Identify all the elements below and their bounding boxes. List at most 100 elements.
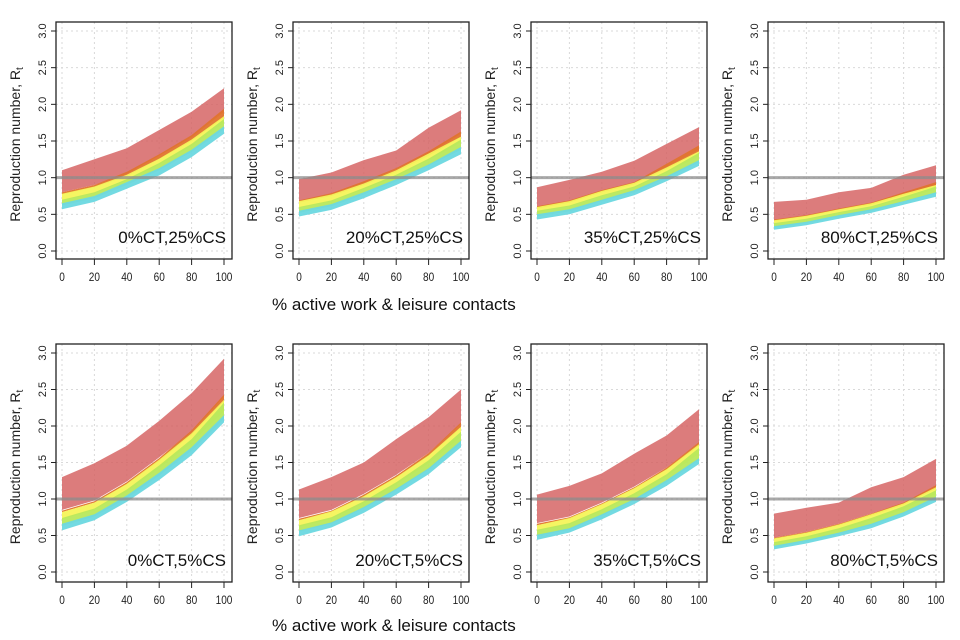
panel-2: 0.0 0.5 1.0 1.5 2.0 2.5 3.0 0 20 40 60 80 100 Reprodu…: [244, 21, 470, 284]
y-tick-label: 0.0: [749, 564, 761, 579]
x-tick-label: 100: [691, 270, 708, 284]
y-tick-label: 2.5: [749, 60, 761, 75]
x-tick-label: 100: [216, 270, 233, 284]
y-tick-label: 1.5: [749, 455, 761, 470]
y-tick-label: 3.0: [274, 345, 286, 360]
x-tick-label: 100: [216, 593, 233, 607]
x-tick-label: 80: [898, 270, 909, 284]
x-tick-label: 60: [629, 593, 640, 607]
x-tick-label: 20: [564, 270, 575, 284]
y-tick-label: 1.0: [512, 170, 524, 185]
x-tick-label: 20: [801, 593, 812, 607]
panel-4: 0.0 0.5 1.0 1.5 2.0 2.5 3.0 0 20 40 60 80 100 Reprodu…: [719, 21, 945, 284]
x-tick-label: 20: [89, 270, 100, 284]
band-cyan: [774, 192, 936, 230]
y-tick-label: 2.5: [37, 60, 49, 75]
band-yellow: [62, 116, 224, 201]
x-tick-label: 60: [866, 593, 877, 607]
panel-title: 0%CT,25%CS: [118, 228, 226, 247]
y-tick-label: 0.5: [512, 207, 524, 222]
panel-6: 0.0 0.5 1.0 1.5 2.0 2.5 3.0 0 20 40 60 80 100 Reprodu…: [244, 343, 470, 607]
x-tick-label: 60: [629, 270, 640, 284]
y-axis-label-subscript: t: [490, 390, 501, 393]
y-tick-label: 1.0: [274, 491, 286, 506]
x-tick-label: 0: [534, 270, 540, 284]
y-tick-label: 1.5: [274, 133, 286, 148]
panel-title: 80%CT,5%CS: [830, 551, 938, 570]
y-tick-label: 2.0: [274, 97, 286, 112]
band-cyan: [299, 440, 461, 537]
y-tick-label: 0.5: [37, 528, 49, 543]
x-tick-label: 100: [453, 593, 470, 607]
y-tick-label: 1.0: [512, 491, 524, 506]
y-tick-label: 1.5: [512, 133, 524, 148]
y-tick-label: 0.0: [749, 243, 761, 258]
y-tick-label: 1.0: [37, 170, 49, 185]
y-tick-label: 0.0: [37, 564, 49, 579]
x-tick-label: 100: [928, 593, 945, 607]
y-tick-label: 0.0: [37, 243, 49, 258]
band-green: [537, 447, 699, 537]
x-tick-label: 20: [564, 593, 575, 607]
y-tick-label: 2.0: [512, 97, 524, 112]
y-tick-label: 1.0: [749, 491, 761, 506]
x-tick-label: 80: [186, 270, 197, 284]
y-tick-label: 0.0: [512, 243, 524, 258]
y-tick-label: 2.5: [512, 382, 524, 397]
y-tick-label: 0.5: [749, 528, 761, 543]
band-cyan: [62, 126, 224, 210]
y-tick-label: 0.0: [274, 564, 286, 579]
x-tick-label: 0: [296, 593, 302, 607]
x-tick-label: 80: [423, 270, 434, 284]
x-tick-label: 20: [801, 270, 812, 284]
x-tick-label: 40: [596, 270, 607, 284]
x-tick-label: 100: [691, 593, 708, 607]
band-yellow: [537, 151, 699, 213]
band-yellow: [299, 426, 461, 527]
panel-title: 20%CT,25%CS: [346, 228, 463, 247]
band-green: [774, 490, 936, 548]
y-tick-label: 3.0: [37, 345, 49, 360]
x-tick-label: 40: [358, 270, 369, 284]
y-tick-label: 2.0: [274, 418, 286, 433]
x-tick-label: 100: [928, 270, 945, 284]
y-tick-label: 0.5: [274, 528, 286, 543]
y-axis-label-subscript: t: [15, 67, 26, 70]
band-yellow: [299, 136, 461, 208]
x-tick-label: 40: [121, 593, 132, 607]
y-axis-label: Reproduction number, Rt: [482, 390, 501, 545]
band-red: [62, 358, 224, 510]
y-tick-label: 3.0: [512, 23, 524, 38]
y-tick-label: 2.5: [274, 382, 286, 397]
y-tick-label: 1.5: [749, 133, 761, 148]
y-axis-label: Reproduction number, Rt: [482, 67, 501, 222]
x-tick-label: 40: [358, 593, 369, 607]
y-axis-label-subscript: t: [252, 390, 263, 393]
x-tick-label: 80: [186, 593, 197, 607]
band-yellow: [62, 399, 224, 520]
y-tick-label: 2.0: [37, 97, 49, 112]
grid: [768, 344, 944, 582]
x-tick-label: 0: [771, 270, 777, 284]
y-tick-label: 0.0: [274, 243, 286, 258]
x-tick-label: 60: [154, 593, 165, 607]
x-tick-label: 0: [59, 593, 65, 607]
y-tick-label: 2.0: [749, 97, 761, 112]
band-green: [299, 139, 461, 213]
x-axis-label-bottom: % active work & leisure contacts: [272, 616, 516, 635]
y-tick-label: 3.0: [749, 345, 761, 360]
band-cyan: [537, 458, 699, 540]
x-tick-label: 100: [453, 270, 470, 284]
band-red: [299, 389, 461, 518]
y-tick-label: 0.5: [274, 207, 286, 222]
x-tick-label: 0: [59, 270, 65, 284]
y-axis-label: Reproduction number, Rt: [7, 67, 26, 222]
x-tick-label: 40: [833, 593, 844, 607]
x-tick-label: 60: [866, 270, 877, 284]
panel-3: 0.0 0.5 1.0 1.5 2.0 2.5 3.0 0 20 40 60 80 100 Reprodu…: [482, 21, 708, 284]
x-tick-label: 40: [121, 270, 132, 284]
y-tick-label: 1.5: [274, 455, 286, 470]
y-axis-label-subscript: t: [727, 67, 738, 70]
x-tick-label: 60: [391, 593, 402, 607]
x-tick-label: 0: [296, 270, 302, 284]
